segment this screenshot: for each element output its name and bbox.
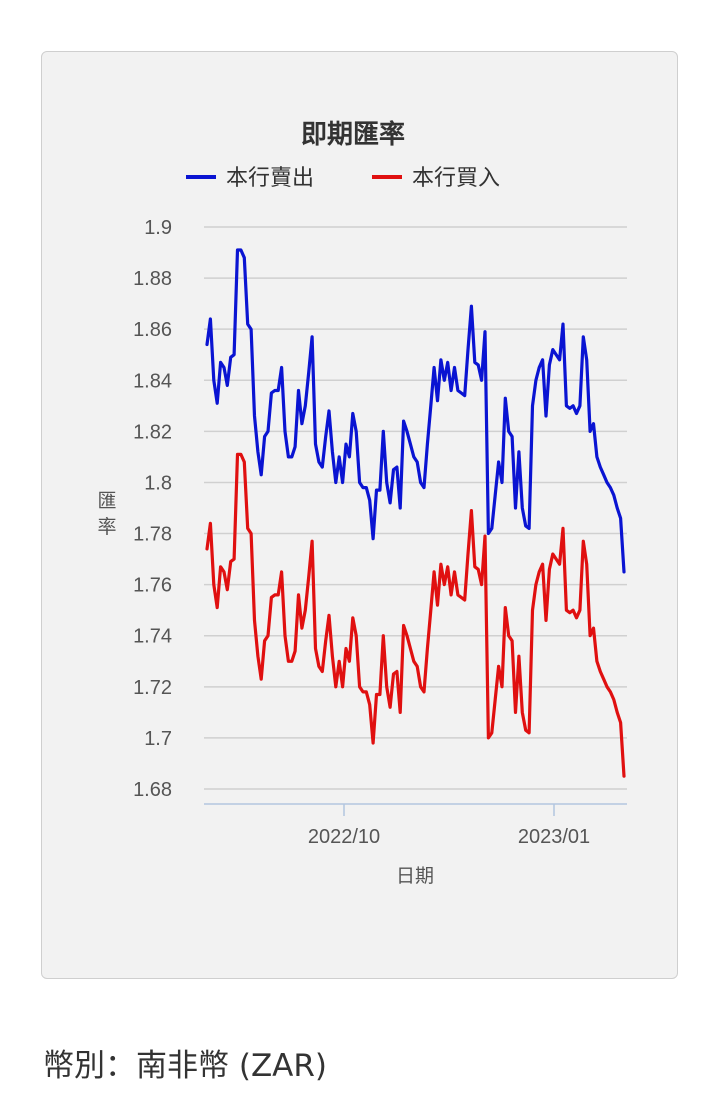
plot-area[interactable] [205, 248, 626, 778]
y-axis-label-char-2: 率 [97, 516, 116, 538]
y-axis-ticks: 1.9 1.88 1.86 1.84 1.82 1.8 1.78 1.76 1.74 1.72 1.… [133, 217, 172, 801]
y-tick-label: 1.74 [133, 626, 172, 648]
y-tick-label: 1.68 [133, 779, 172, 801]
y-tick-label: 1.76 [133, 575, 172, 597]
legend-label-buy: 本行買入 [412, 166, 500, 191]
y-axis-label-char-1: 匯 [97, 490, 116, 512]
y-axis-label: 匯 率 [97, 490, 116, 538]
chart-title: 即期匯率 [301, 119, 405, 150]
currency-label: 幣別：南非幣 (ZAR) [43, 1048, 328, 1084]
y-tick-label: 1.88 [133, 268, 172, 290]
y-tick-label: 1.7 [144, 728, 172, 750]
y-tick-label: 1.82 [133, 421, 172, 443]
series-line-buy[interactable] [205, 452, 626, 778]
x-axis-ticks: 2022/10 2023/01 [308, 804, 590, 848]
exchange-rate-chart: 即期匯率 本行賣出 本行買入 1.9 1.88 1.86 1.84 1.82 1.8 1.7… [97, 119, 627, 887]
y-tick-label: 1.8 [144, 472, 172, 494]
series-line-sell[interactable] [205, 248, 626, 574]
y-tick-label: 1.72 [133, 677, 172, 699]
x-tick-label: 2023/01 [518, 826, 590, 848]
grid [204, 226, 627, 790]
legend-item-sell[interactable]: 本行賣出 [186, 166, 314, 191]
x-axis-label: 日期 [396, 865, 434, 887]
y-tick-label: 1.86 [133, 319, 172, 341]
x-tick-label: 2022/10 [308, 826, 380, 848]
y-tick-label: 1.9 [144, 217, 172, 239]
y-tick-label: 1.78 [133, 524, 172, 546]
y-tick-label: 1.84 [133, 370, 172, 392]
legend[interactable]: 本行賣出 本行買入 [186, 166, 500, 191]
chart-card: 即期匯率 本行賣出 本行買入 1.9 1.88 1.86 1.84 1.82 1.8 1.7… [41, 51, 678, 979]
legend-label-sell: 本行賣出 [226, 166, 314, 191]
legend-item-buy[interactable]: 本行買入 [372, 166, 500, 191]
